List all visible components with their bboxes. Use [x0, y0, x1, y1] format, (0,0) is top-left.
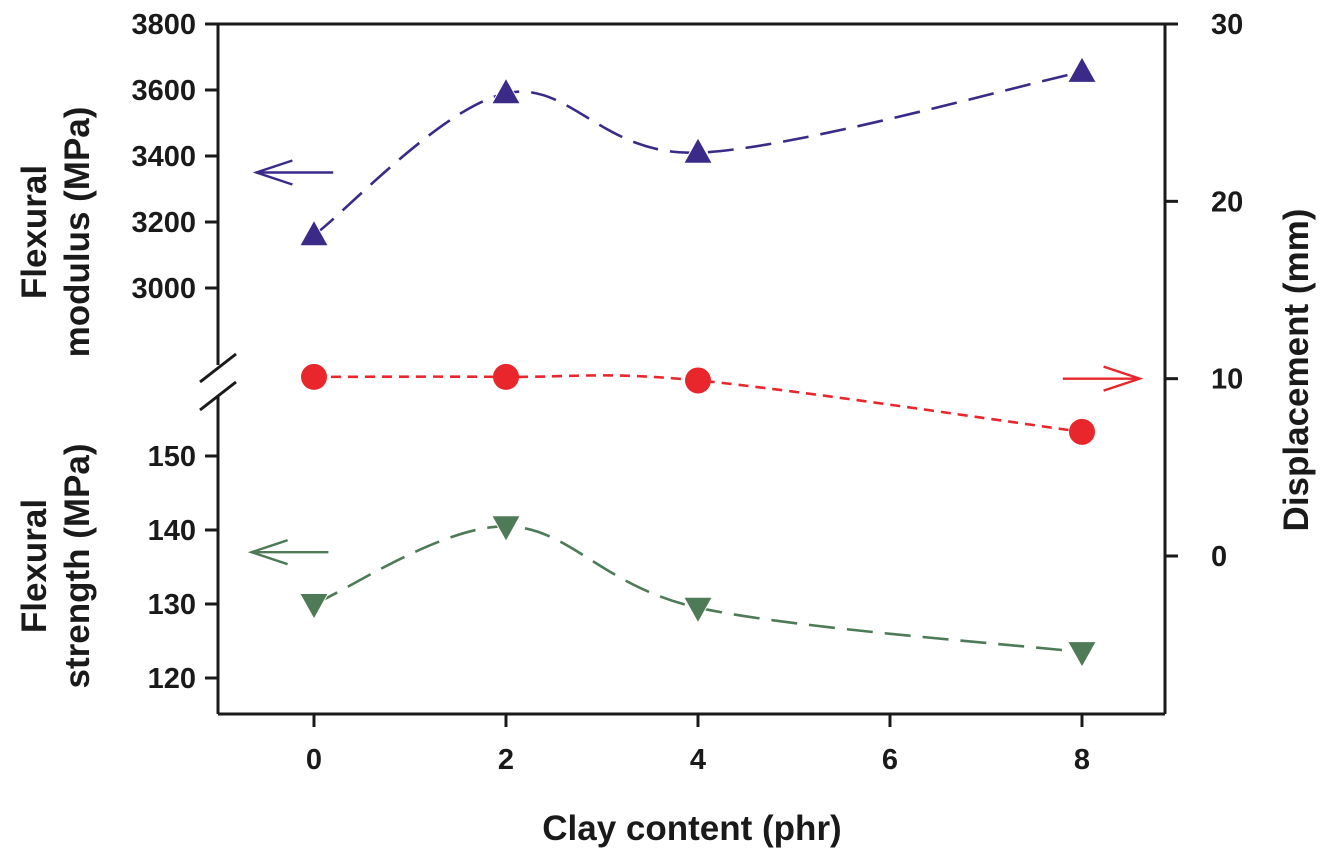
right-tick-label: 20: [1211, 186, 1243, 218]
left-lower-axis-title: Flexural strength (MPa): [15, 444, 97, 689]
data-point-circle: [301, 363, 327, 390]
series-line: [313, 524, 1083, 654]
left-upper-tick-label: 3800: [131, 9, 196, 41]
data-point-circle: [1069, 418, 1095, 445]
x-axis-title: Clay content (phr): [542, 809, 841, 848]
axis-break-slash-lower: [199, 380, 237, 412]
series-right: [301, 363, 1095, 445]
data-point-triangle-down: [1066, 641, 1098, 669]
left-lower-tick-label: 150: [148, 441, 196, 473]
data-point-triangle-up: [490, 77, 522, 105]
right-tick-label: 30: [1211, 9, 1243, 41]
left-lower-axis-ticks: 120 130 140 150: [148, 441, 218, 695]
axis-arrow-left: [247, 539, 329, 566]
left-lower-tick-label: 130: [148, 589, 196, 621]
right-axis-title: Displacement (mm): [1277, 209, 1316, 532]
axis-arrow-right: [1062, 365, 1144, 392]
axis-break-slash-upper: [199, 352, 237, 384]
right-tick-label: 0: [1211, 541, 1227, 573]
data-point-triangle-up: [682, 136, 714, 164]
x-tick-label: 6: [882, 744, 898, 776]
left-upper-tick-label: 3600: [131, 75, 196, 107]
left-lower-axis-title-line-2: strength (MPa): [58, 444, 97, 689]
left-lower-tick-label: 120: [148, 663, 196, 695]
series-line: [313, 374, 1083, 434]
x-tick-label: 8: [1074, 744, 1090, 776]
x-axis-ticks: 0 2 4 6 8: [306, 714, 1090, 776]
data-point-circle: [493, 363, 519, 390]
left-upper-axis-title-line-2: modulus (MPa): [58, 107, 97, 358]
x-tick-label: 4: [690, 744, 706, 776]
left-upper-axis-ticks: 3000 3200 3400 3600 3800: [131, 9, 218, 305]
arrow-head: [252, 159, 293, 186]
data-point-triangle-up: [1066, 55, 1098, 83]
axis-break-marker: [199, 352, 237, 412]
x-tick-label: 2: [498, 744, 514, 776]
left-upper-tick-label: 3200: [131, 207, 196, 239]
left-upper-tick-label: 3400: [131, 141, 196, 173]
right-tick-label: 10: [1211, 364, 1243, 396]
series-layer: [298, 55, 1098, 669]
right-axis-title-text: Displacement (mm): [1277, 209, 1316, 532]
left-upper-tick-label: 3000: [131, 273, 196, 305]
axis-indicator-arrows: [247, 159, 1144, 566]
series-left-lower: [298, 515, 1098, 669]
left-upper-axis-title: Flexural modulus (MPa): [15, 107, 97, 358]
data-point-triangle-down: [682, 596, 714, 624]
left-lower-axis-title-line-1: Flexural: [15, 499, 54, 633]
series-left-upper: [298, 55, 1098, 247]
data-point-triangle-down: [490, 515, 522, 543]
arrow-head: [247, 539, 288, 566]
data-point-triangle-up: [298, 219, 330, 247]
left-lower-tick-label: 140: [148, 515, 196, 547]
data-point-circle: [685, 367, 711, 394]
arrow-head: [1103, 365, 1144, 392]
series-line: [313, 70, 1083, 237]
plot-frame: [199, 22, 1167, 716]
x-tick-label: 0: [306, 744, 322, 776]
left-upper-axis-title-line-1: Flexural: [15, 165, 54, 299]
axis-arrow-left: [252, 159, 334, 186]
data-point-triangle-down: [298, 593, 330, 621]
right-axis-ticks: 0 10 20 30: [1165, 9, 1243, 573]
